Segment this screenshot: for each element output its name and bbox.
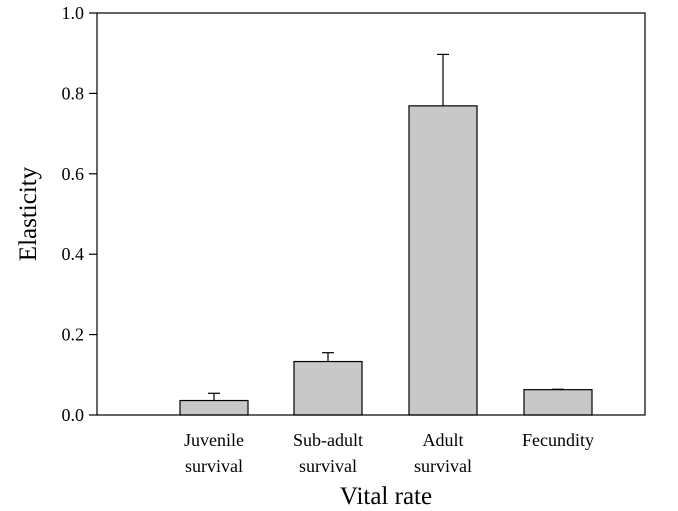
x-category-label: Juvenile xyxy=(184,430,244,450)
plot-frame xyxy=(96,12,646,416)
y-tick-label: 0.6 xyxy=(62,164,85,184)
y-axis-ticks: 0.0 0.2 0.4 0.6 0.8 1.0 xyxy=(62,3,97,425)
x-category-label: survival xyxy=(414,456,472,476)
x-axis-title: Vital rate xyxy=(340,483,432,510)
y-tick-label: 0.4 xyxy=(62,244,85,264)
bar xyxy=(408,105,478,416)
x-axis-category-labels: Juvenile survival Sub-adult survival Adult su… xyxy=(184,430,594,476)
x-category-label: survival xyxy=(185,456,243,476)
x-category-label: survival xyxy=(299,456,357,476)
y-tick-label: 0.2 xyxy=(62,325,85,345)
y-axis-title: Elasticity xyxy=(15,166,42,261)
bar xyxy=(293,360,363,416)
y-tick-label: 1.0 xyxy=(62,3,85,23)
x-category-label: Fecundity xyxy=(522,430,594,450)
y-tick-label: 0.0 xyxy=(62,405,85,425)
bar xyxy=(523,389,593,416)
x-category-label: Sub-adult xyxy=(293,430,363,450)
error-bars-group xyxy=(208,53,564,401)
y-tick-label: 0.8 xyxy=(62,83,85,103)
x-category-label: Adult xyxy=(422,430,463,450)
bars-group xyxy=(179,105,593,416)
bar xyxy=(179,399,249,416)
